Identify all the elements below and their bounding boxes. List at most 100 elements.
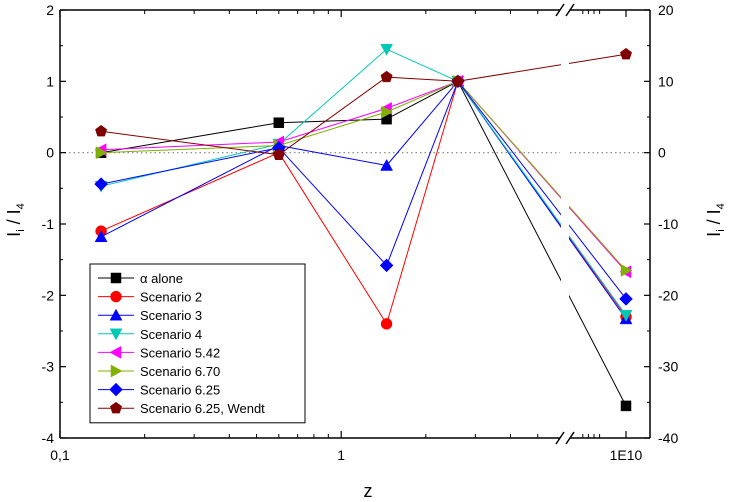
series-6-point-1: [95, 146, 108, 160]
svg-text:Ii / I4: Ii / I4: [704, 203, 727, 237]
series-1-segment: [386, 80, 459, 120]
legend-item-3: Scenario 3: [98, 308, 202, 323]
series-8-point-4: [451, 74, 464, 87]
y-right-tick-label: -20: [658, 287, 678, 303]
series-3-point-3: [380, 158, 394, 171]
series-3-segment: [386, 80, 459, 166]
series-6-segment: [278, 111, 387, 146]
series-6-segment: [457, 80, 627, 271]
series-3-segment: [100, 145, 280, 238]
x-axis-label: z: [364, 481, 373, 501]
series-1-segment: [278, 118, 387, 124]
series-3-point-1: [94, 230, 108, 243]
y-axis-label-left: Ii / I4: [4, 203, 27, 237]
y-label-left-den: I: [4, 209, 24, 214]
series-5-segment: [101, 141, 279, 151]
series-7-point-3: [379, 258, 394, 273]
y-label-right-den-sub: 4: [715, 203, 727, 209]
series-7-segment: [100, 147, 279, 185]
legend-item-6: Scenario 6.70: [98, 364, 220, 379]
series-8-point-1: [95, 124, 108, 137]
series-4-segment: [278, 48, 387, 145]
legend: α alone Scenario 2 Scenario 3 Scenario 4 Sce…: [89, 263, 306, 424]
y-label-left-num-sub: i: [15, 229, 27, 231]
y-right-tick-label: 0: [658, 145, 666, 161]
y-left-tick-label: 0: [46, 145, 54, 161]
legend-label: α alone: [140, 271, 183, 286]
legend-label: Scenario 3: [140, 308, 202, 323]
series-7-point-5: [619, 292, 633, 306]
break-mark-bottom-1: [555, 431, 565, 445]
series-2-segment: [278, 152, 388, 325]
series-1-segment: [101, 122, 279, 154]
y-label-left-num: I: [4, 232, 24, 237]
break-gap: [561, 11, 569, 438]
series-8-point-3: [380, 70, 393, 83]
series-8: [95, 47, 632, 160]
x-tick-label: 1: [337, 447, 345, 463]
series-6-point-3: [381, 105, 394, 119]
y-left-tick-label: -4: [42, 430, 55, 446]
break-mark-top-1: [555, 3, 565, 17]
series-group: [94, 43, 633, 412]
y-label-right-num-sub: i: [715, 229, 727, 231]
break-mark-bottom-2: [565, 431, 575, 445]
series-2-point-3: [380, 318, 393, 330]
legend-label: Scenario 2: [140, 290, 202, 305]
legend-item-1: α alone: [98, 271, 183, 286]
series-8-segment: [457, 53, 627, 82]
y-left-tick-label: 1: [46, 73, 54, 89]
series-6-segment: [386, 80, 459, 113]
y-label-right-sep: /: [704, 214, 724, 229]
series-1-point-5: [620, 400, 632, 412]
series-8-segment: [386, 76, 458, 82]
legend-item-7: Scenario 6.25: [98, 383, 220, 398]
y-right-tick-label: 20: [658, 2, 674, 18]
y-label-right-den: I: [704, 209, 724, 214]
legend-marker: [110, 290, 122, 303]
legend-item-5: Scenario 5.42: [98, 345, 220, 360]
series-4-segment: [457, 81, 627, 316]
y-left-tick-label: 2: [46, 2, 54, 18]
series-7-point-1: [94, 177, 108, 191]
legend-marker: [110, 401, 122, 414]
series-8-segment: [101, 130, 279, 156]
break-mark-top-2: [565, 3, 575, 17]
y-label-left-den-sub: 4: [15, 203, 27, 209]
series-5-segment: [278, 107, 387, 143]
y-right-tick-label: 10: [658, 73, 674, 89]
legend-marker: [110, 272, 122, 284]
legend-marker: [109, 345, 122, 359]
y-label-right-num: I: [704, 232, 724, 237]
legend-item-2: Scenario 2: [98, 290, 202, 305]
y-right-tick-label: -10: [658, 216, 678, 232]
x-tick-label: 0,1: [50, 447, 70, 463]
legend-item-8: Scenario 6.25, Wendt: [98, 401, 265, 416]
legend-label: Scenario 4: [140, 327, 202, 342]
legend-item-4: Scenario 4: [98, 327, 202, 342]
series-6-point-5: [620, 263, 633, 277]
y-label-left-sep: /: [4, 214, 24, 229]
legend-marker: [110, 364, 123, 378]
series-7-segment: [457, 80, 627, 300]
series-5-segment: [386, 80, 459, 109]
series-2-segment: [100, 152, 280, 232]
x-axis-break: [555, 3, 575, 445]
legend-box: [89, 263, 306, 424]
y-right-tick-label: -30: [658, 359, 678, 375]
series-4-point-3: [380, 43, 394, 56]
series-7-segment: [278, 147, 387, 266]
y-axis-label-right: Ii / I4: [704, 203, 727, 237]
series-2-segment: [386, 81, 459, 325]
y-right-tick-label: -40: [658, 430, 678, 446]
legend-marker: [109, 308, 123, 321]
y-left-tick-label: -1: [42, 216, 55, 232]
legend-label: Scenario 6.25, Wendt: [140, 401, 265, 416]
svg-text:Ii / I4: Ii / I4: [4, 203, 27, 237]
series-6-segment: [101, 145, 279, 154]
legend-label: Scenario 6.70: [140, 364, 220, 379]
legend-label: Scenario 5.42: [140, 345, 220, 360]
series-1-segment: [457, 81, 627, 407]
